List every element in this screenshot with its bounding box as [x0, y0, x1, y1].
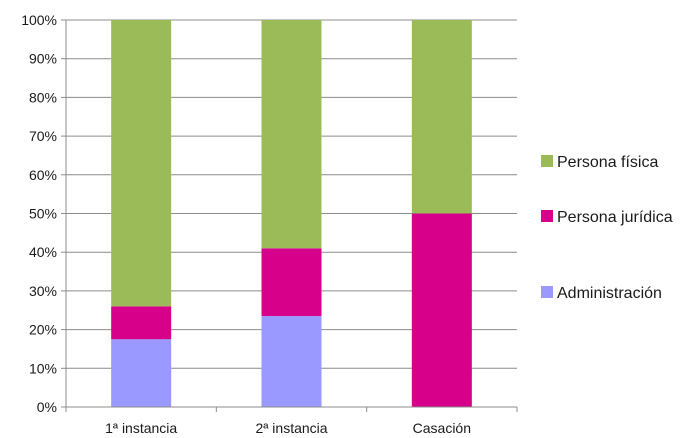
legend-label: Persona jurídica	[557, 209, 673, 226]
legend-swatch	[541, 210, 553, 222]
y-tick-label: 10%	[29, 360, 57, 376]
bar-segment	[111, 20, 172, 307]
y-tick-label: 30%	[29, 283, 57, 299]
legend: Persona física Persona jurídica Administra…	[541, 154, 673, 302]
bar-segment	[261, 248, 322, 317]
x-tick-label: Casación	[413, 420, 471, 436]
legend-label: Persona física	[557, 154, 658, 171]
y-tick-label: 80%	[29, 89, 57, 105]
bar-segment	[411, 213, 472, 407]
x-tick-label: 1ª instancia	[105, 420, 177, 436]
bar-segment	[411, 20, 472, 214]
y-tick-label: 70%	[29, 128, 57, 144]
bar-segment	[261, 20, 322, 249]
legend-swatch	[541, 286, 553, 298]
y-tick-label: 0%	[37, 399, 57, 415]
y-tick-label: 40%	[29, 244, 57, 260]
y-tick-label: 90%	[29, 51, 57, 67]
bar-segment	[261, 316, 322, 407]
y-axis-ticks: 0% 10% 20% 30% 40% 50% 60% 70% 80% 90% 100%	[21, 12, 66, 415]
x-tick-label: 2ª instancia	[255, 420, 327, 436]
bars	[111, 20, 472, 407]
y-tick-label: 60%	[29, 167, 57, 183]
y-tick-label: 50%	[29, 206, 57, 222]
bar-segment	[111, 306, 172, 340]
x-axis-ticks: 1ª instancia 2ª instancia Casación	[65, 407, 518, 436]
y-tick-label: 100%	[21, 12, 57, 28]
legend-label: Administración	[557, 285, 662, 302]
y-tick-label: 20%	[29, 322, 57, 338]
bar-segment	[111, 339, 172, 407]
legend-swatch	[541, 155, 553, 167]
